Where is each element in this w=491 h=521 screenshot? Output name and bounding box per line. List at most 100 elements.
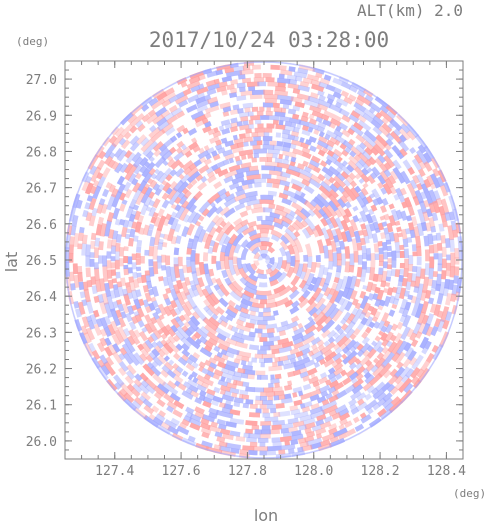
field-cell (318, 358, 326, 366)
field-cell (248, 232, 262, 242)
field-cell (328, 288, 336, 296)
field-cell (433, 318, 442, 328)
field-cell (174, 315, 181, 323)
field-cell (314, 292, 324, 304)
field-cell (243, 141, 249, 147)
field-cell (271, 348, 280, 355)
field-cell (458, 214, 463, 228)
field-cell (77, 301, 86, 315)
field-cell (123, 337, 136, 354)
field-cell (340, 170, 350, 180)
field-cell (396, 361, 404, 370)
field-cell (277, 81, 286, 88)
field-cell (437, 310, 444, 319)
field-cell (172, 179, 185, 192)
field-cell (216, 160, 225, 169)
field-cell (359, 210, 369, 223)
field-cell (304, 324, 317, 335)
field-cell (181, 390, 194, 400)
field-cell (380, 325, 388, 333)
field-cell (213, 444, 222, 451)
field-cell (280, 320, 289, 328)
field-cell (423, 160, 433, 172)
field-cell (301, 263, 309, 273)
field-cell (105, 356, 115, 367)
field-cell (182, 214, 191, 223)
field-cell (203, 144, 210, 152)
field-cell (293, 237, 304, 253)
field-cell (130, 289, 139, 301)
field-cell (212, 354, 226, 364)
field-cell (261, 219, 274, 226)
field-cell (327, 336, 336, 344)
field-cell (243, 432, 251, 439)
field-cell (256, 273, 268, 279)
field-cell (396, 226, 402, 233)
field-cell (151, 348, 160, 358)
field-cell (315, 419, 325, 427)
y-unit-label: (deg) (16, 35, 49, 48)
field-cell (268, 270, 283, 283)
field-cell (209, 100, 219, 108)
field-cell (235, 323, 251, 333)
field-cell (423, 340, 432, 350)
field-cell (390, 269, 397, 277)
field-cell (113, 374, 125, 387)
field-cell (323, 178, 332, 186)
field-cell (383, 154, 396, 168)
field-cell (323, 358, 335, 368)
field-cell (183, 190, 192, 199)
field-cell (208, 357, 218, 365)
field-cell (104, 219, 112, 237)
field-cell (74, 308, 82, 318)
field-cell (327, 371, 337, 380)
field-cell (448, 279, 455, 291)
field-cell (158, 314, 165, 321)
field-cell (211, 214, 221, 224)
field-cell (381, 122, 393, 134)
field-cell (170, 107, 183, 117)
field-cell (219, 220, 227, 228)
field-cell (273, 106, 283, 113)
field-cell (153, 149, 162, 158)
field-cell (356, 343, 365, 352)
field-cell (92, 309, 100, 318)
field-cell (136, 246, 142, 253)
field-cell (326, 228, 335, 241)
field-cell (255, 290, 272, 296)
field-cell (168, 146, 177, 155)
field-cell (172, 284, 181, 295)
field-cell (273, 165, 283, 172)
field-cell (365, 213, 374, 224)
field-cell (161, 179, 168, 187)
field-cell (66, 224, 73, 236)
field-cell (186, 223, 195, 236)
field-cell (304, 139, 313, 146)
field-cell (370, 387, 379, 396)
field-cell (387, 122, 395, 130)
field-cell (372, 388, 384, 400)
field-cell (228, 164, 241, 173)
field-cell (267, 332, 274, 338)
field-cell (422, 211, 430, 222)
field-cell (308, 113, 315, 120)
field-cell (236, 257, 243, 270)
field-cell (267, 148, 281, 155)
field-cell (294, 208, 308, 221)
field-cell (348, 264, 355, 273)
field-cell (254, 177, 267, 184)
field-cell (354, 185, 362, 194)
field-cell (201, 431, 210, 439)
field-cell (343, 337, 353, 347)
field-cell (111, 239, 117, 247)
field-cell (265, 391, 276, 397)
field-cell (149, 125, 157, 133)
field-cell (197, 149, 210, 160)
field-cell (208, 226, 217, 238)
field-cell (235, 435, 246, 442)
field-cell (339, 342, 348, 351)
field-cell (293, 410, 309, 419)
field-cell (278, 192, 289, 200)
field-cell (341, 114, 351, 123)
field-cell (162, 218, 170, 227)
